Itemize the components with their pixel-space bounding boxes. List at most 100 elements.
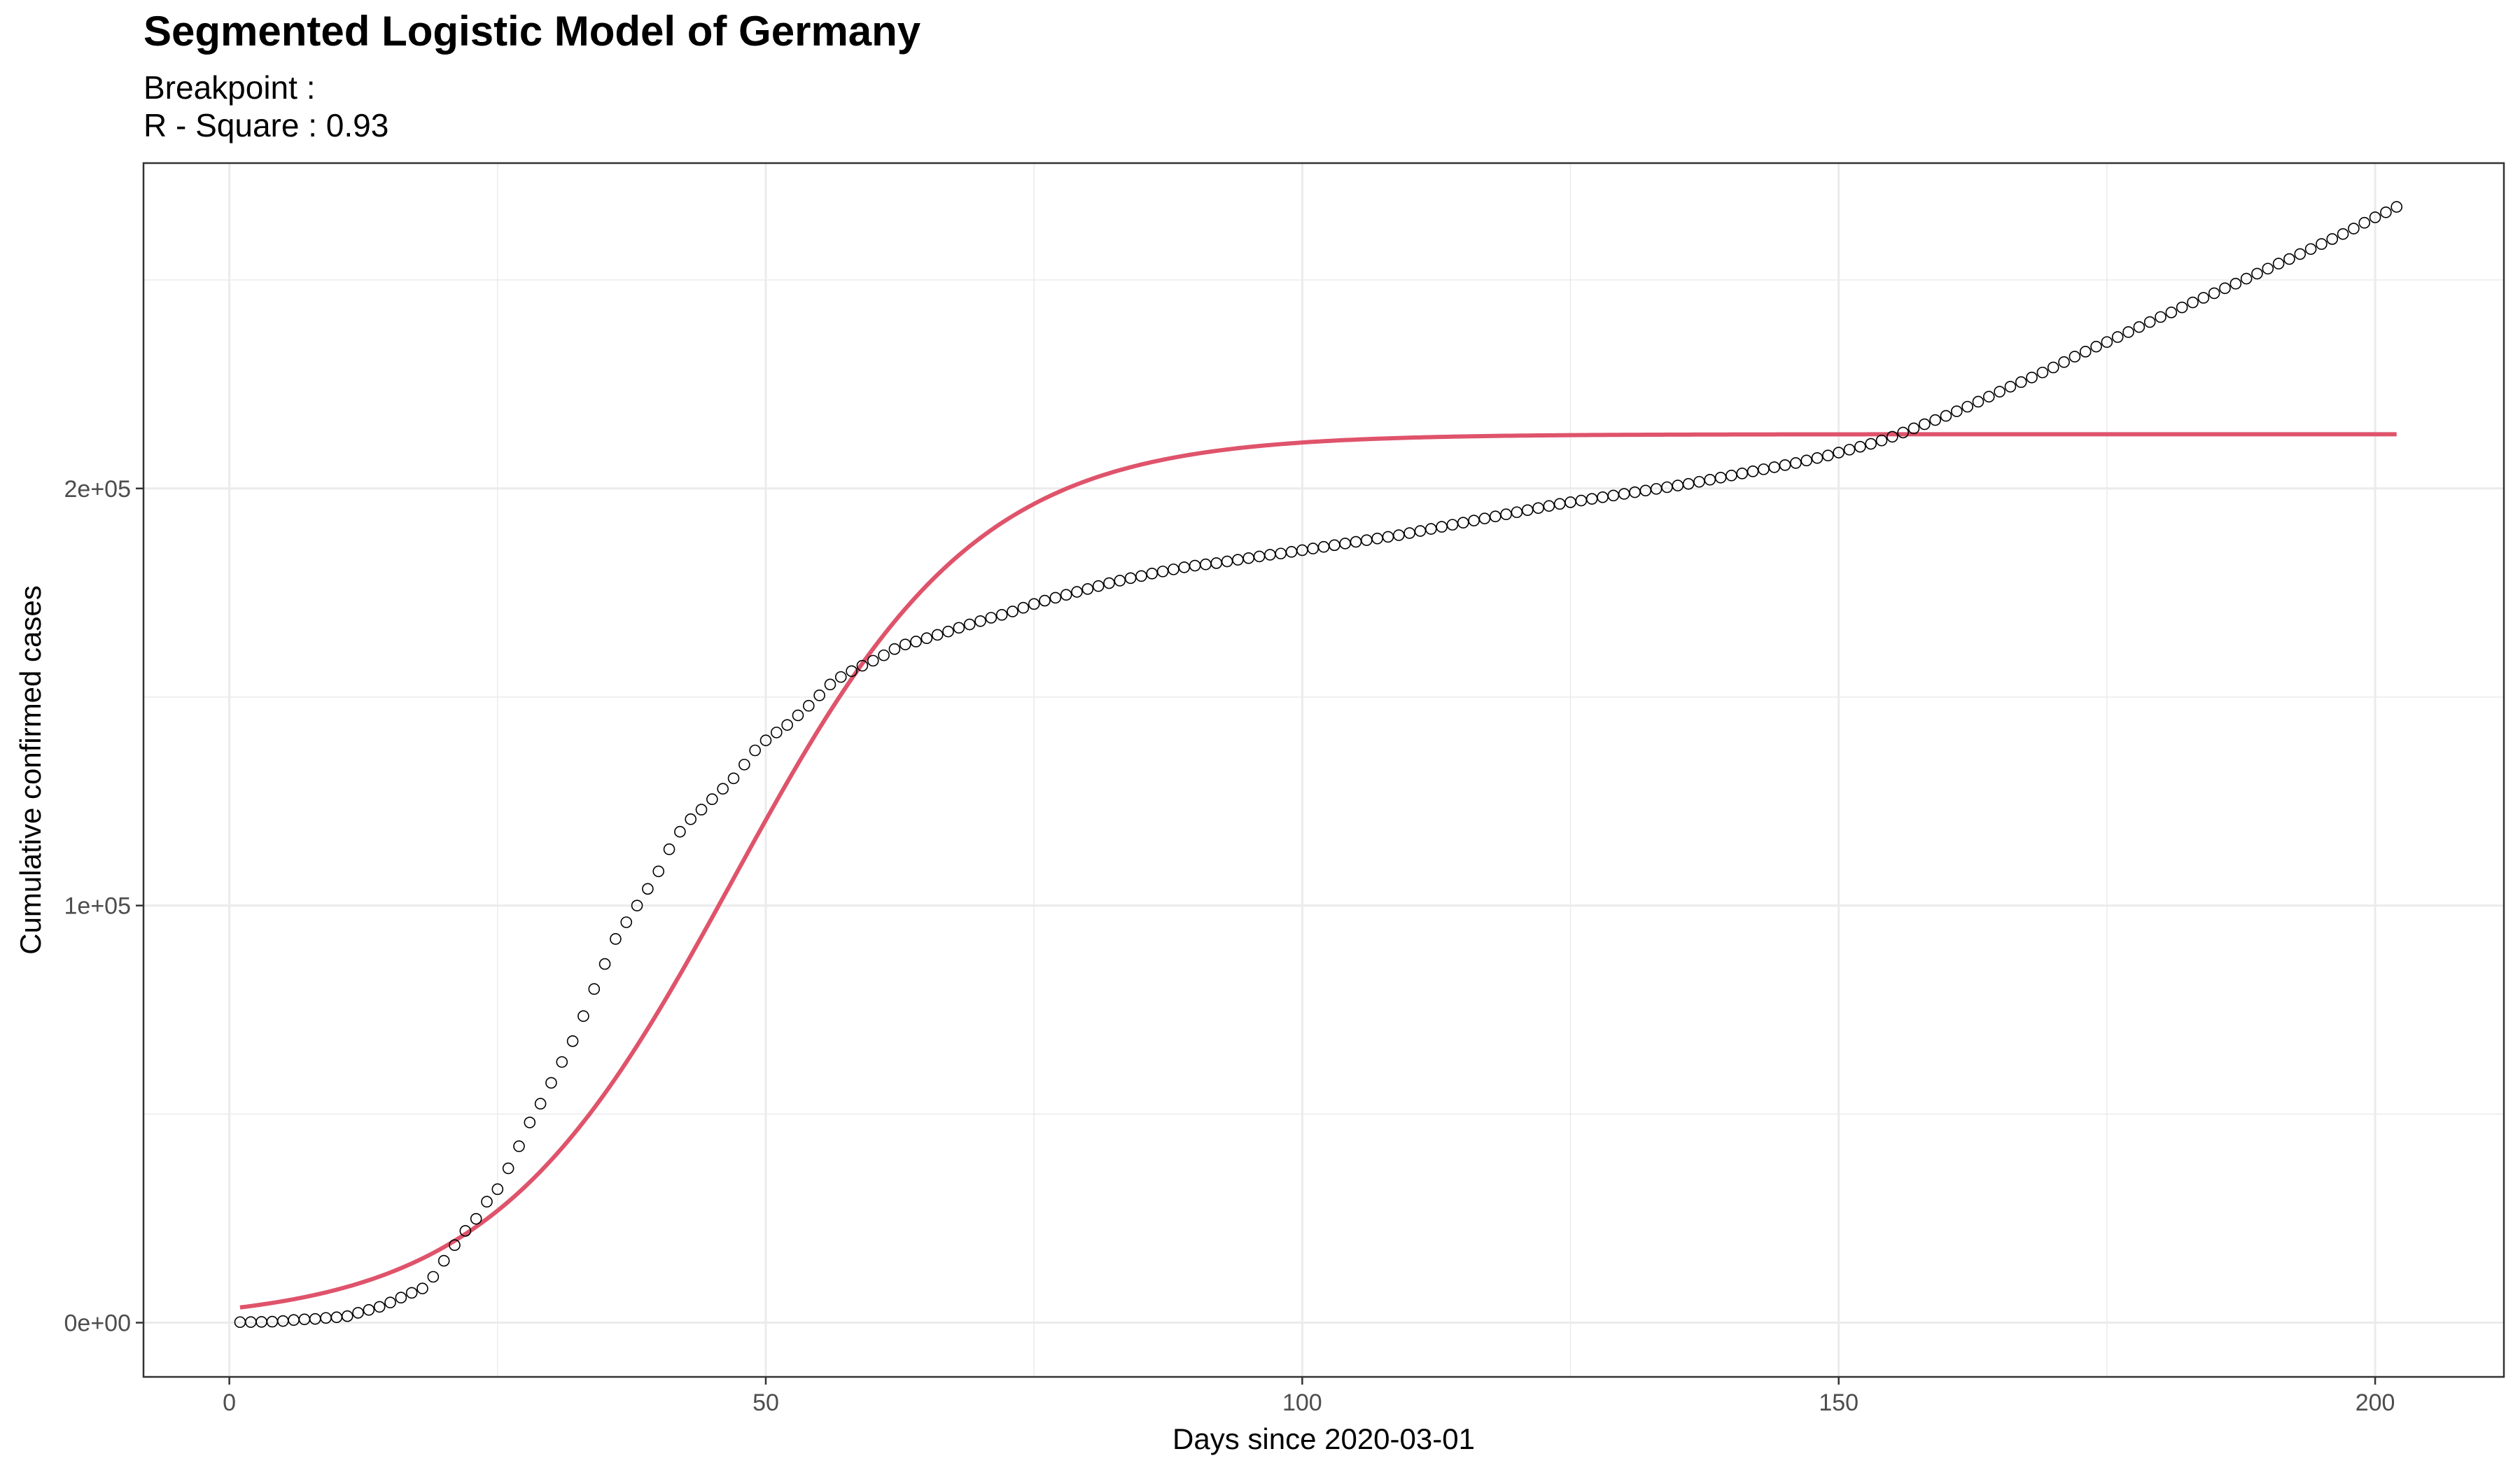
data-point [1543, 500, 1555, 512]
data-point [642, 883, 654, 895]
data-point [1639, 484, 1652, 497]
data-point [771, 727, 783, 738]
data-point [1521, 504, 1534, 517]
data-point [373, 1301, 386, 1313]
data-point [1350, 536, 1362, 548]
data-point [2036, 366, 2049, 379]
data-point [738, 758, 750, 771]
data-point [2390, 201, 2403, 213]
data-point [1758, 463, 1770, 475]
data-point [846, 665, 858, 678]
data-point [1404, 527, 1415, 539]
data-point [556, 1056, 568, 1068]
x-tick-label: 0 [223, 1390, 236, 1416]
data-point [1661, 481, 1673, 493]
data-point [1082, 583, 1094, 595]
data-point [320, 1312, 332, 1324]
data-point [1907, 422, 1920, 435]
data-point [1575, 494, 1588, 507]
data-point [1371, 532, 1383, 545]
data-point [1790, 457, 1802, 469]
data-point [341, 1310, 354, 1322]
y-axis-ticks: 0e+00 1e+05 2e+05 [64, 476, 144, 1337]
data-point [363, 1303, 375, 1316]
data-point [1307, 542, 1319, 554]
data-point [1329, 539, 1340, 552]
y-tick-label: 2e+05 [64, 476, 132, 503]
data-point [834, 671, 847, 683]
data-point [953, 622, 965, 634]
logistic-fit-line [239, 432, 2397, 1310]
data-point [1189, 559, 1201, 572]
data-point [598, 958, 611, 970]
data-point [995, 609, 1008, 621]
data-point [1146, 568, 1158, 580]
y-tick-label: 0e+00 [64, 1310, 132, 1337]
data-point [1253, 550, 1266, 563]
chart-subtitle-breakpoint: Breakpoint : [144, 69, 316, 106]
x-tick-label: 200 [2356, 1390, 2395, 1416]
minor-gridlines [144, 163, 2504, 1377]
data-point [792, 709, 804, 722]
data-point [470, 1212, 482, 1225]
data-point [1489, 510, 1502, 523]
data-point [749, 744, 761, 757]
data-point [352, 1307, 364, 1319]
data-point [824, 678, 836, 691]
data-point [706, 793, 718, 806]
data-point [1919, 418, 1931, 430]
data-point [2122, 326, 2134, 338]
data-point [2294, 248, 2306, 260]
data-point [1940, 410, 1952, 422]
data-point [2068, 351, 2081, 363]
data-point [1092, 580, 1105, 592]
data-point [1103, 577, 1115, 589]
data-point [963, 618, 976, 631]
data-point [856, 659, 869, 672]
data-point [1682, 477, 1695, 490]
data-point [1693, 475, 1705, 488]
data-point [1017, 601, 1030, 614]
data-point [2230, 277, 2242, 290]
chart-title: Segmented Logistic Model of Germany [144, 8, 921, 55]
data-point [1875, 434, 1888, 447]
data-point [1457, 517, 1469, 528]
data-point [1779, 459, 1791, 471]
data-point [1285, 546, 1298, 558]
data-point [2304, 243, 2317, 255]
panel-border [142, 162, 2505, 1378]
data-point [1178, 561, 1191, 573]
data-point [1500, 508, 1512, 521]
data-point [2176, 301, 2188, 314]
data-point [631, 899, 643, 911]
x-tick-label: 100 [1282, 1390, 1322, 1416]
data-point [1618, 488, 1630, 500]
data-point [2047, 361, 2059, 374]
data-point [2090, 340, 2102, 353]
data-point [1007, 606, 1018, 617]
data-point [491, 1183, 504, 1196]
data-point [405, 1287, 418, 1299]
data-point [1436, 521, 1448, 533]
data-point [974, 615, 986, 627]
data-point [1392, 529, 1405, 541]
data-point [1982, 391, 1995, 402]
data-point [502, 1162, 514, 1175]
data-point [760, 734, 772, 746]
data-point [1897, 426, 1909, 439]
data-point [781, 719, 793, 731]
data-point [481, 1196, 493, 1208]
data-point [1424, 523, 1437, 535]
data-point [652, 865, 665, 878]
data-point [2058, 356, 2070, 368]
chart-subtitle-r-square: R - Square : 0.93 [144, 107, 389, 144]
data-point [1232, 554, 1244, 566]
data-point [1382, 531, 1394, 543]
data-point [1736, 468, 1749, 479]
data-point [1028, 598, 1040, 610]
data-point [2155, 311, 2166, 323]
data-point [330, 1311, 343, 1324]
data-point [1811, 451, 1823, 464]
data-point [910, 636, 922, 648]
data-point [2004, 381, 2017, 393]
